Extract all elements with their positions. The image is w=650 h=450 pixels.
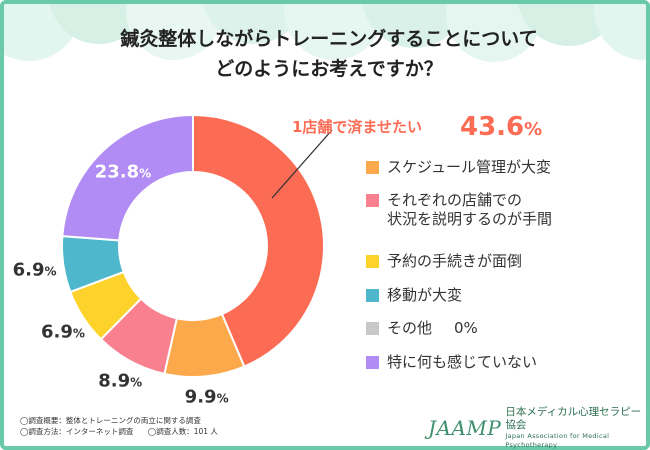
title-line-2: どのようにお考えですか？ xyxy=(215,58,443,80)
data-label: 9.9% xyxy=(185,386,229,407)
callout-label: 1店舗で済ませたい xyxy=(292,118,422,136)
chart-title: 鍼灸整体しながらトレーニングすることについて どのようにお考えですか？ xyxy=(4,24,646,84)
legend-swatch xyxy=(366,322,379,335)
logo-japanese-name: 日本メディカル心理セラピー協会 xyxy=(505,406,642,431)
slice-single-store xyxy=(192,113,325,368)
footnote-line-1: ◯調査概要：整体とトレーニングの両立に関する調査 xyxy=(20,416,201,425)
legend-item-explain: それぞれの店舗での 状況を説明するのが手間 xyxy=(366,191,552,229)
legend-swatch xyxy=(366,289,379,302)
slice-nothing xyxy=(61,113,194,242)
legend-label: その他 xyxy=(387,319,433,337)
legend-label: スケジュール管理が大変 xyxy=(387,158,551,176)
callout-leader-line xyxy=(271,129,333,199)
legend-swatch xyxy=(366,356,379,369)
legend-label-line-1: それぞれの店舗での xyxy=(387,191,523,209)
logo-english-name: Japan Association for Medical Psychother… xyxy=(505,432,610,449)
logo-text: 日本メディカル心理セラピー協会 Japan Association for Me… xyxy=(505,406,650,450)
data-label: 6.9% xyxy=(41,321,85,342)
footnote-method: ◯調査方法：インターネット調査 xyxy=(20,427,134,436)
legend-swatch xyxy=(366,194,379,207)
organization-logo: JAAMP 日本メディカル心理セラピー協会 Japan Association … xyxy=(428,406,650,450)
data-label: 23.8% xyxy=(95,161,151,182)
footnote-line-2: ◯調査方法：インターネット調査 ◯調査人数：101 人 xyxy=(20,426,230,437)
survey-footnote: ◯調査概要：整体とトレーニングの両立に関する調査 ◯調査方法：インターネット調査… xyxy=(20,415,230,437)
legend-item-reservation: 予約の手続きが面倒 xyxy=(366,252,522,271)
legend-item-schedule: スケジュール管理が大変 xyxy=(366,158,551,177)
legend-swatch xyxy=(366,255,379,268)
callout-value: 43.6% xyxy=(460,112,542,142)
data-label: 6.9% xyxy=(13,260,57,281)
decorative-bubbles xyxy=(4,4,646,62)
title-line-1: 鍼灸整体しながらトレーニングすることについて xyxy=(120,28,538,50)
legend-item-nothing: 特に何も感じていない xyxy=(366,353,537,372)
legend-label-line-2: 状況を説明するのが手間 xyxy=(387,210,553,228)
legend-item-travel: 移動が大変 xyxy=(366,286,462,305)
legend-label: 特に何も感じていない xyxy=(387,353,538,371)
legend-item-other: その他 0% xyxy=(366,319,478,338)
data-label: 8.9% xyxy=(98,370,142,391)
legend-label: 移動が大変 xyxy=(387,286,463,304)
logo-mark: JAAMP xyxy=(428,416,502,440)
footnote-count: ◯調査人数：101 人 xyxy=(147,427,218,436)
legend-label: 予約の手続きが面倒 xyxy=(387,252,523,270)
legend-value: 0% xyxy=(454,319,478,337)
legend-swatch xyxy=(366,161,379,174)
